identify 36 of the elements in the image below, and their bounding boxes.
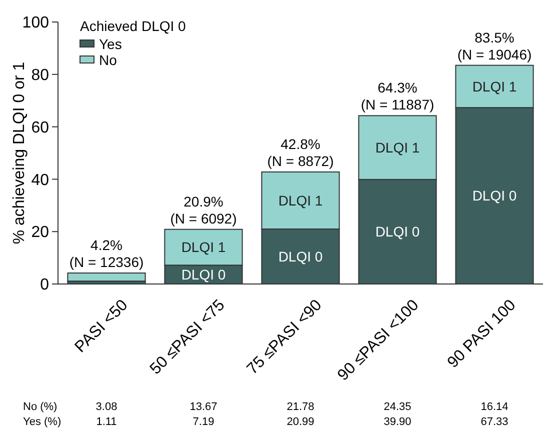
y-tick-label: 60 bbox=[31, 119, 50, 136]
y-tick-label: 0 bbox=[40, 276, 50, 294]
annotation: DLQI 0 bbox=[278, 248, 323, 264]
data-label: 67.33 bbox=[480, 416, 508, 428]
total-label: 4.2% (N = 12336) bbox=[69, 237, 144, 270]
annotation: DLQI 0 bbox=[375, 224, 420, 240]
bar bbox=[67, 272, 146, 282]
total-label: 42.8% (N = 8872) bbox=[267, 136, 334, 169]
data-label: 24.35 bbox=[384, 401, 412, 413]
data-label: 21.78 bbox=[286, 401, 314, 413]
data-label: 3.08 bbox=[96, 401, 118, 413]
text: No (%) bbox=[23, 401, 58, 413]
annotation: DLQI 1 bbox=[375, 139, 420, 156]
legend-title: Achieved DLQI 0 bbox=[80, 18, 186, 34]
data-label: 39.90 bbox=[384, 416, 412, 428]
text: Yes (%) bbox=[23, 416, 62, 428]
data-label: 13.67 bbox=[190, 401, 218, 413]
annotation: DLQI 1 bbox=[181, 239, 226, 256]
total-label: 64.3% (N = 11887) bbox=[360, 80, 434, 113]
y-axis-title: % achieveing DLQI 0 or 1 bbox=[11, 62, 28, 244]
data-label: 1.11 bbox=[96, 416, 117, 428]
annotation: DLQI 0 bbox=[181, 266, 226, 282]
y-tick-label: 80 bbox=[31, 67, 50, 84]
legend-label: No bbox=[99, 52, 118, 68]
data-label: 7.19 bbox=[192, 416, 214, 428]
total-label: 83.5% (N = 19046) bbox=[457, 29, 532, 62]
total-label: 20.9% (N = 6092) bbox=[170, 193, 237, 226]
y-tick-label: 40 bbox=[31, 172, 50, 189]
data-label: 16.14 bbox=[480, 401, 508, 413]
annotation: DLQI 1 bbox=[278, 192, 323, 208]
legend-label: Yes bbox=[99, 36, 122, 52]
data-label: 20.99 bbox=[286, 416, 314, 428]
y-tick-label: 20 bbox=[31, 224, 50, 242]
y-tick-label: 100 bbox=[22, 14, 50, 32]
annotation: DLQI 1 bbox=[472, 78, 517, 94]
annotation: DLQI 0 bbox=[472, 188, 517, 204]
